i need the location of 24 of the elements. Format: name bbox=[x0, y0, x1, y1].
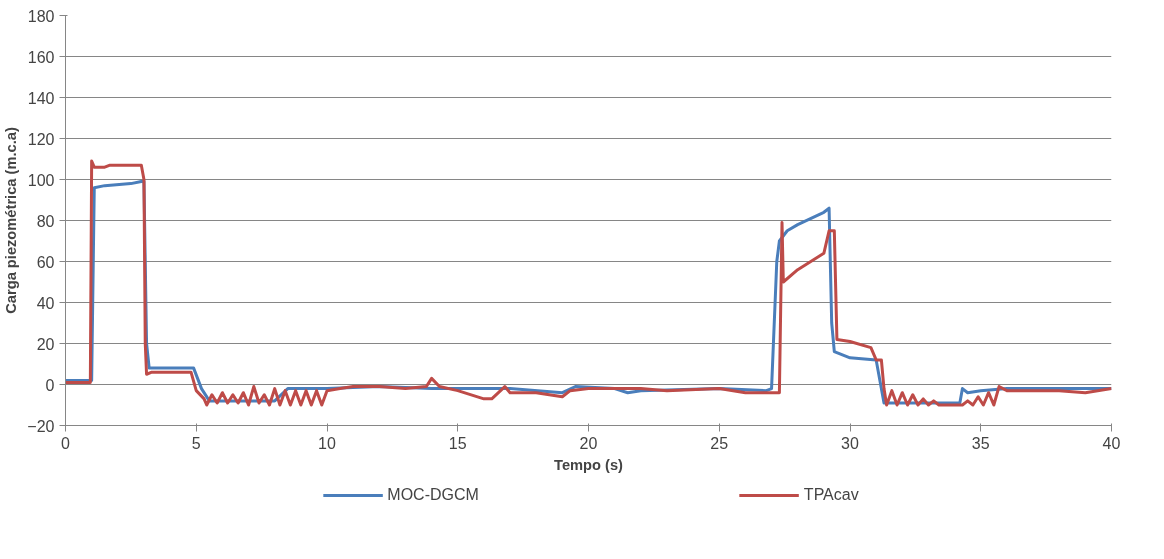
legend-label: TPAcav bbox=[803, 486, 859, 504]
y-tick-label: 60 bbox=[36, 253, 55, 271]
y-tick-label: −20 bbox=[27, 417, 55, 435]
x-tick-label: 25 bbox=[710, 434, 729, 452]
y-tick-label: 140 bbox=[27, 89, 55, 107]
x-tick-label: 10 bbox=[318, 434, 336, 452]
y-axis-title: Carga piezométrica (m.c.a) bbox=[3, 127, 20, 314]
y-tick-label: 40 bbox=[36, 294, 55, 312]
x-tick-label: 35 bbox=[971, 434, 990, 452]
x-tick-label: 20 bbox=[579, 434, 598, 452]
y-tick-label: 20 bbox=[36, 335, 55, 353]
y-tick-label: 0 bbox=[45, 376, 55, 394]
y-tick-label: 100 bbox=[27, 171, 55, 189]
y-tick-label: 180 bbox=[27, 7, 55, 25]
x-tick-label: 0 bbox=[61, 434, 71, 452]
x-tick-label: 15 bbox=[448, 434, 467, 452]
x-tick-label: 5 bbox=[191, 434, 201, 452]
legend-label: MOC-DGCM bbox=[387, 486, 479, 504]
y-tick-label: 160 bbox=[27, 48, 55, 66]
x-tick-label: 30 bbox=[841, 434, 859, 452]
y-tick-label: 80 bbox=[36, 212, 55, 230]
x-axis-title: Tempo (s) bbox=[554, 456, 624, 473]
y-tick-label: 120 bbox=[27, 130, 55, 148]
x-tick-label: 40 bbox=[1102, 434, 1121, 452]
